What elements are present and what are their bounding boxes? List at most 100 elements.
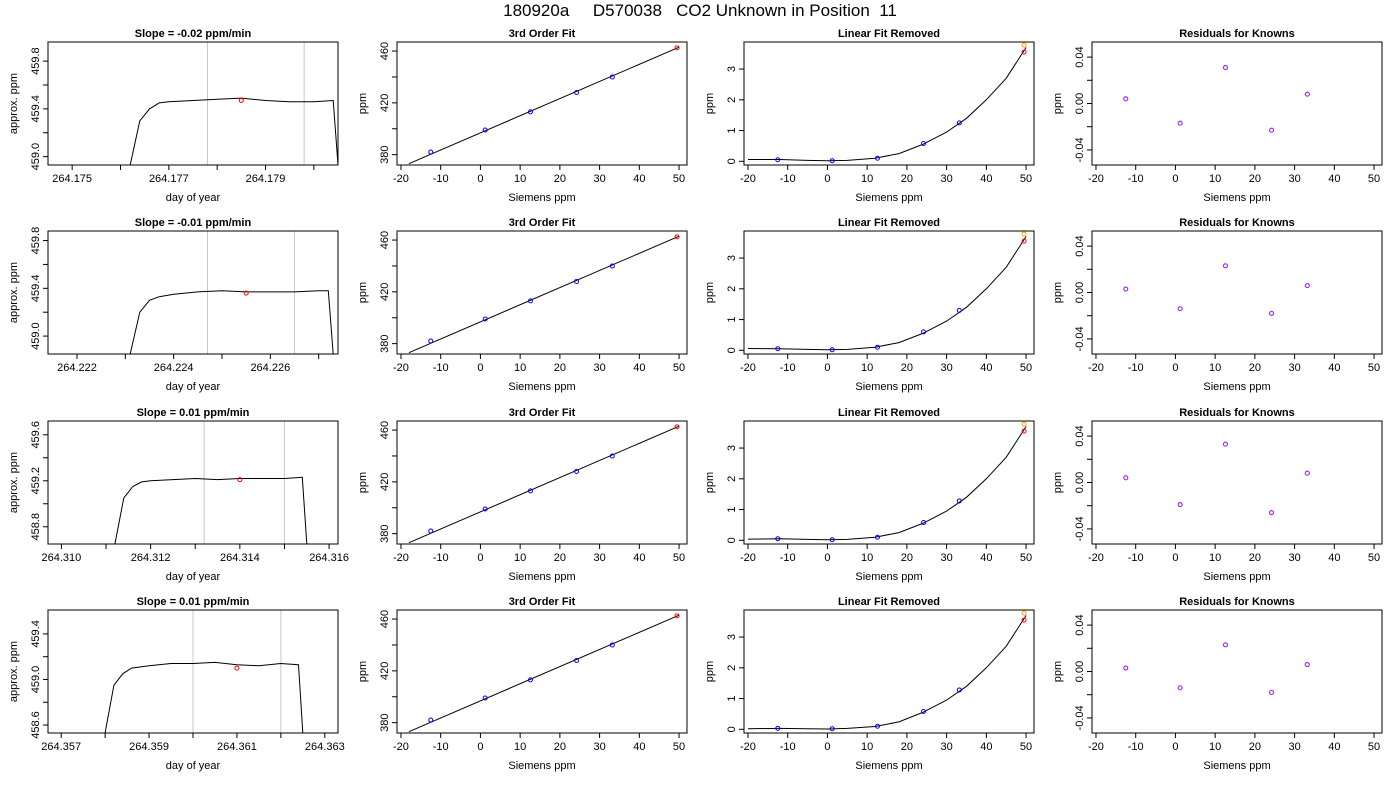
known-point bbox=[874, 723, 880, 729]
unknown-point bbox=[1021, 49, 1027, 55]
residual-point bbox=[1222, 441, 1229, 447]
x-tick-label: -10 bbox=[1128, 741, 1144, 753]
plot-frame bbox=[396, 420, 688, 545]
x-tick-label: 20 bbox=[554, 173, 566, 185]
residual-point bbox=[1177, 685, 1183, 691]
y-tick-label: 459.8 bbox=[30, 227, 42, 255]
plot-area bbox=[408, 613, 680, 733]
x-tick-label: 10 bbox=[861, 173, 873, 185]
panel-3-3: Linear Fit Removed -20 -10 0 10 20 30 40 50 0 1 2 3 S… bbox=[704, 407, 1035, 583]
y-tick-label: 460 bbox=[379, 610, 391, 628]
plot-area bbox=[747, 421, 1027, 543]
plot-area bbox=[748, 42, 1027, 164]
y-tick-label: 0 bbox=[726, 347, 738, 353]
plot-frame bbox=[1091, 420, 1383, 545]
unknown-point bbox=[1021, 428, 1027, 434]
known-point bbox=[428, 338, 434, 344]
unknown-alt-point bbox=[1021, 231, 1027, 237]
plot-frame bbox=[743, 230, 1035, 355]
plot-frame bbox=[743, 41, 1035, 166]
unknown-alt-point bbox=[1021, 42, 1027, 48]
x-tick-label: -20 bbox=[740, 173, 756, 185]
residual-point bbox=[1123, 475, 1129, 481]
fit-curve bbox=[748, 47, 1027, 162]
x-tick-label: 0 bbox=[1172, 741, 1178, 753]
panel-title: Linear Fit Removed bbox=[838, 217, 940, 229]
x-tick-label: 30 bbox=[940, 362, 952, 374]
known-point bbox=[775, 157, 781, 163]
x-axis-label: Siemens ppm bbox=[855, 381, 922, 393]
x-tick-label: 0 bbox=[477, 362, 483, 374]
x-tick-label: 30 bbox=[940, 741, 952, 753]
x-tick-label: 20 bbox=[1249, 552, 1261, 564]
x-tick-label: 264.359 bbox=[129, 741, 169, 753]
known-point bbox=[921, 519, 927, 525]
panel-title: Slope = -0.01 ppm/min bbox=[135, 217, 252, 229]
y-tick-label: 380 bbox=[379, 524, 391, 542]
x-tick-label: 264.226 bbox=[250, 362, 290, 374]
y-tick-label: 380 bbox=[379, 334, 391, 352]
x-tick-label: 10 bbox=[514, 741, 526, 753]
residual-point bbox=[1269, 689, 1275, 695]
y-tick-label: 1 bbox=[726, 695, 738, 701]
residual-point bbox=[1123, 286, 1129, 292]
residual-point bbox=[1222, 64, 1229, 71]
known-point bbox=[574, 468, 580, 474]
y-tick-label: 460 bbox=[379, 231, 391, 249]
residual-point bbox=[1269, 510, 1275, 516]
panel-2-3: Linear Fit Removed -20 -10 0 10 20 30 40 50 0 1 2 3 S… bbox=[704, 217, 1035, 393]
series-line bbox=[104, 661, 304, 733]
panel-title: 3rd Order Fit bbox=[509, 596, 576, 608]
plot-area bbox=[129, 97, 338, 165]
x-tick-label: 50 bbox=[1020, 741, 1032, 753]
y-tick-label: 458.6 bbox=[30, 711, 42, 739]
plot-area bbox=[104, 661, 304, 733]
x-tick-label: 30 bbox=[1288, 741, 1300, 753]
known-point bbox=[829, 726, 835, 732]
residual-point bbox=[1304, 91, 1310, 97]
residual-point bbox=[1222, 642, 1229, 648]
fit-line bbox=[408, 46, 680, 165]
known-point bbox=[609, 74, 615, 80]
y-axis-label: approx. ppm bbox=[8, 73, 20, 134]
x-tick-label: 40 bbox=[980, 362, 992, 374]
panel-2-1: Slope = -0.01 ppm/min 264.222 264.224 264.2… bbox=[8, 217, 339, 393]
x-tick-label: 30 bbox=[1288, 362, 1300, 374]
y-tick-label: -0.04 bbox=[1074, 516, 1086, 541]
unknown-point bbox=[674, 234, 680, 240]
x-axis-label: Siemens ppm bbox=[855, 760, 922, 772]
x-tick-label: 20 bbox=[1249, 173, 1261, 185]
x-tick-label: 10 bbox=[1209, 173, 1221, 185]
panel-title: Slope = 0.01 ppm/min bbox=[137, 596, 250, 608]
y-tick-label: 2 bbox=[726, 665, 738, 671]
x-tick-label: 40 bbox=[1328, 362, 1340, 374]
y-axis-label: ppm bbox=[1052, 661, 1064, 682]
plot-frame bbox=[1091, 41, 1383, 166]
y-tick-label: 459.4 bbox=[30, 95, 42, 123]
panel-3-4: Residuals for Knowns -20 -10 0 10 20 30 40 50 -0.… bbox=[1052, 407, 1383, 583]
x-tick-label: 10 bbox=[514, 552, 526, 564]
y-tick-label: 459.8 bbox=[30, 47, 42, 75]
y-tick-label: 0 bbox=[726, 726, 738, 732]
x-tick-label: 264.175 bbox=[52, 173, 92, 185]
page-title: 180920a D570038 CO2 Unknown in Position … bbox=[503, 1, 897, 20]
x-tick-label: 50 bbox=[673, 362, 685, 374]
x-tick-label: -20 bbox=[393, 173, 409, 185]
fit-curve bbox=[747, 426, 1027, 541]
y-axis-label: ppm bbox=[357, 93, 369, 114]
known-point bbox=[574, 89, 580, 95]
x-tick-label: 20 bbox=[901, 173, 913, 185]
x-tick-label: 30 bbox=[593, 362, 605, 374]
x-axis-label: Siemens ppm bbox=[1203, 192, 1270, 204]
y-tick-label: 459.0 bbox=[30, 322, 42, 350]
plot-frame bbox=[1091, 230, 1383, 355]
x-axis-label: Siemens ppm bbox=[855, 571, 922, 583]
y-tick-label: 459.6 bbox=[30, 421, 42, 449]
panel-title: Residuals for Knowns bbox=[1179, 28, 1295, 40]
unknown-point bbox=[1021, 238, 1027, 244]
fit-line bbox=[408, 425, 680, 544]
unknown-point bbox=[674, 45, 680, 51]
y-tick-label: 460 bbox=[379, 421, 391, 439]
x-tick-label: 264.177 bbox=[149, 173, 189, 185]
series-line bbox=[114, 476, 308, 544]
